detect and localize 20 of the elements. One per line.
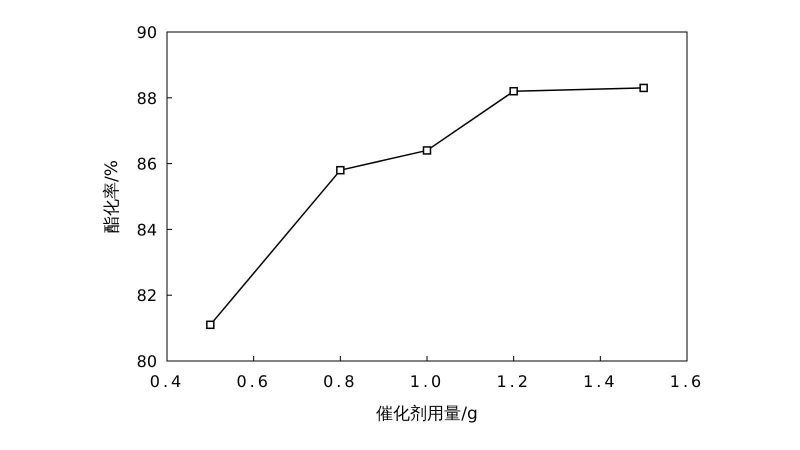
x-tick-label: 1.2	[496, 372, 531, 391]
point	[206, 320, 215, 330]
point	[639, 84, 648, 92]
y-tick-label: 84	[136, 220, 157, 240]
x-tick-label: 0.8	[323, 372, 358, 391]
y-tick-label: 80	[136, 352, 157, 371]
y-tick-label: 88	[136, 88, 157, 108]
x-tick-label: 1.6	[670, 372, 704, 391]
x-tick-label: 0.6	[236, 372, 271, 391]
point	[422, 146, 432, 155]
x-tick-label: 1.0	[410, 372, 444, 391]
x-tick-label: 0.4	[150, 372, 184, 391]
point	[509, 86, 518, 96]
x-tick-label: 1.4	[583, 372, 618, 391]
y-axis-title: 酯化率/%	[102, 160, 122, 233]
x-axis-title: 催化剂用量/g	[376, 404, 478, 424]
y-tick-label: 82	[136, 286, 157, 306]
point	[336, 166, 345, 174]
y-tick-label: 86	[136, 154, 157, 174]
y-tick-label: 90	[136, 23, 157, 42]
